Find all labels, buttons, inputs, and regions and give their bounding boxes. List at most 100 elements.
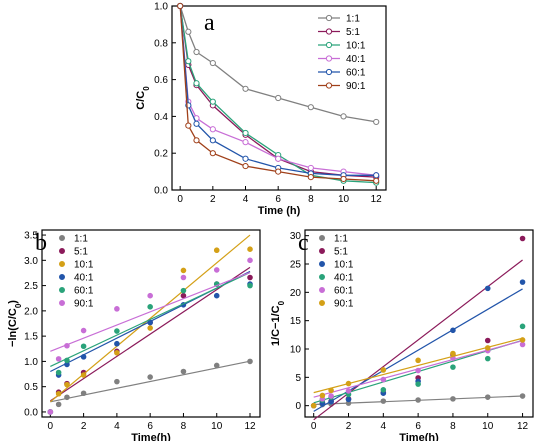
legend-swatch-marker: [319, 235, 325, 241]
data-point: [484, 285, 491, 292]
y-tick-label: 1.5: [24, 332, 38, 343]
data-point: [185, 122, 192, 129]
data-point: [345, 380, 352, 387]
data-point: [147, 374, 153, 380]
legend-label: 1:1: [74, 234, 88, 245]
legend-swatch-marker: [325, 55, 333, 62]
data-point: [484, 337, 491, 344]
legend-entry: 5:1: [59, 247, 88, 258]
plot-frame: [304, 229, 534, 418]
legend-label: 10:1: [74, 260, 94, 271]
x-tick-label: 10: [211, 421, 223, 432]
data-point: [55, 369, 62, 376]
legend-swatch-marker: [59, 287, 65, 293]
y-tick-label: 1.0: [154, 2, 168, 13]
data-point: [275, 155, 282, 162]
data-point: [209, 59, 216, 67]
legend-entry: 5:1: [318, 27, 360, 38]
data-point: [373, 118, 380, 126]
legend-swatch-marker: [325, 68, 333, 76]
data-point: [193, 48, 200, 56]
y-tick-label: 20: [290, 288, 302, 299]
data-point: [55, 356, 62, 362]
data-point: [80, 343, 87, 350]
y-tick-label: 3.0: [24, 256, 38, 267]
x-tick-label: 12: [371, 194, 383, 205]
y-tick-label: 0.0: [154, 186, 168, 197]
legend-swatch-marker: [319, 248, 325, 254]
data-point: [213, 267, 220, 273]
series-90-1: [177, 2, 380, 184]
x-tick-label: 2: [346, 421, 352, 432]
data-point: [415, 397, 421, 403]
data-point: [80, 327, 87, 334]
data-point: [519, 279, 526, 285]
data-point: [185, 58, 192, 65]
y-tick-label: 25: [290, 260, 302, 271]
data-point: [147, 292, 153, 299]
data-point: [328, 398, 334, 405]
x-tick-label: 4: [381, 421, 387, 432]
data-point: [328, 387, 334, 394]
x-tick-label: 6: [275, 194, 281, 205]
series-90-1: [47, 257, 253, 415]
data-point: [64, 394, 70, 401]
y-tick-label: 0.4: [154, 112, 168, 123]
data-point: [209, 98, 216, 105]
legend-entry: 5:1: [319, 247, 348, 258]
data-point: [242, 85, 249, 92]
x-tick-label: 10: [482, 421, 494, 432]
data-point: [213, 247, 220, 254]
plot-frame: [41, 229, 261, 418]
legend-swatch-marker: [319, 261, 325, 267]
data-point: [380, 398, 387, 404]
legend-entry: 40:1: [59, 273, 94, 284]
data-point: [380, 387, 387, 393]
series-90-1: [310, 337, 526, 409]
x-axis-title: Time(h): [399, 432, 439, 441]
fit-line: [50, 271, 251, 368]
legend-swatch-marker: [59, 274, 65, 280]
y-tick-label: 0.5: [24, 382, 38, 393]
legend-entry: 1:1: [318, 14, 360, 25]
fit-line: [313, 259, 523, 421]
data-point: [340, 175, 347, 183]
data-point: [247, 274, 253, 281]
legend-label: 90:1: [74, 299, 94, 310]
legend-swatch-marker: [325, 28, 333, 35]
data-point: [380, 367, 387, 373]
y-tick-label: 30: [290, 231, 302, 242]
y-tick-label: 0.8: [154, 38, 168, 49]
legend-entry: 1:1: [59, 234, 88, 245]
x-tick-label: 4: [243, 194, 249, 205]
data-point: [114, 306, 120, 312]
y-tick-label: 0.0: [24, 407, 38, 418]
data-point: [209, 137, 216, 144]
data-point: [373, 172, 380, 179]
data-point: [450, 364, 456, 370]
legend-entry: 90:1: [318, 81, 366, 92]
series-1-1: [310, 393, 526, 409]
fit-line: [49, 266, 251, 402]
data-point: [345, 388, 352, 394]
x-tick-label: 8: [308, 194, 314, 205]
x-tick-label: 4: [114, 421, 120, 432]
data-point: [64, 381, 70, 388]
data-point: [242, 139, 249, 146]
data-point: [415, 357, 421, 364]
data-point: [242, 155, 249, 162]
data-point: [147, 325, 153, 331]
y-tick-label: 5: [295, 373, 301, 384]
x-tick-label: 0: [177, 194, 183, 205]
legend-entry: 60:1: [59, 286, 94, 297]
data-point: [275, 94, 282, 102]
legend-entry: 90:1: [319, 299, 354, 310]
panel-label: b: [35, 230, 47, 256]
data-point: [242, 129, 249, 137]
x-tick-label: 10: [338, 194, 350, 205]
x-tick-label: 2: [210, 194, 216, 205]
x-axis-title: Time (h): [258, 205, 301, 217]
data-point: [80, 354, 87, 360]
data-point: [247, 358, 253, 365]
data-point: [373, 177, 380, 184]
